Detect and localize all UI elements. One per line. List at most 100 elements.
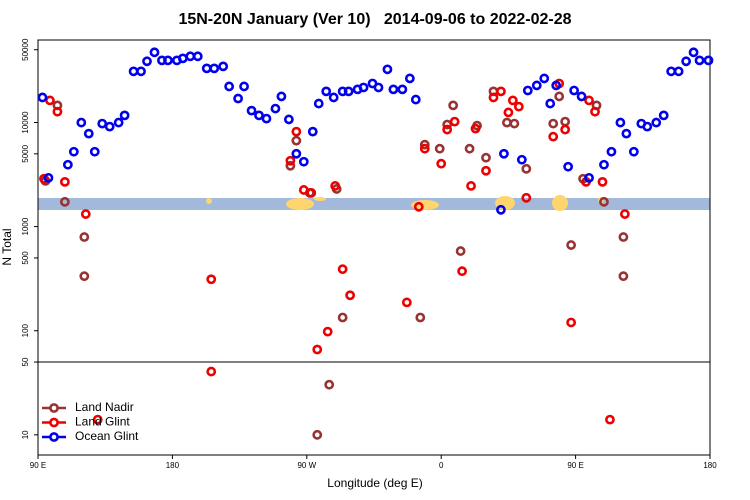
y-tick-label: 50 (21, 357, 30, 366)
y-axis-label: N Total (0, 228, 14, 265)
y-tick-label: 10 (21, 430, 30, 439)
point (307, 126, 318, 137)
point (481, 152, 491, 163)
x-tick-label: 0 (439, 461, 444, 470)
point (513, 101, 524, 112)
point (321, 86, 332, 97)
point (291, 126, 302, 137)
point (80, 209, 91, 219)
point (119, 110, 130, 121)
point (177, 53, 188, 64)
point (206, 366, 217, 377)
point (382, 64, 393, 75)
point (618, 232, 629, 242)
point (37, 92, 48, 103)
point (681, 56, 692, 67)
point (142, 56, 152, 67)
point (201, 63, 212, 74)
point (413, 201, 424, 212)
point (642, 121, 653, 132)
point (59, 196, 70, 207)
point (345, 290, 356, 301)
point (673, 66, 684, 77)
point (455, 246, 466, 256)
point (470, 123, 481, 134)
x-axis-label: Longitude (deg E) (327, 476, 422, 490)
point (560, 124, 571, 135)
point (79, 271, 90, 282)
point (615, 117, 626, 128)
point (619, 209, 630, 219)
point (330, 181, 341, 191)
point (551, 80, 562, 91)
point (149, 47, 160, 58)
point (312, 429, 323, 440)
point (312, 344, 323, 355)
point (569, 85, 580, 96)
point (560, 116, 571, 127)
point (419, 143, 430, 154)
plot-frame (37, 39, 711, 456)
point (52, 106, 63, 117)
legend-marker (49, 403, 59, 413)
legend-label: Land Glint (75, 415, 130, 429)
point (442, 124, 453, 135)
point (192, 51, 203, 62)
point (283, 114, 294, 125)
point (503, 107, 514, 118)
point (488, 92, 499, 103)
point (388, 84, 399, 95)
map-strip (38, 195, 710, 211)
point (209, 63, 220, 74)
point (545, 98, 556, 109)
point (548, 131, 559, 142)
x-tick-label: 90 W (297, 461, 316, 470)
point (621, 128, 632, 139)
point (481, 165, 491, 176)
point (206, 274, 217, 285)
point (499, 148, 509, 159)
point (703, 55, 714, 66)
point (597, 176, 608, 187)
point (291, 148, 302, 159)
point (496, 204, 506, 215)
chart-title: 15N-20N January (Ver 10) 2014-09-06 to 2… (178, 11, 571, 28)
point (401, 297, 412, 308)
point (92, 414, 103, 425)
point (89, 146, 100, 157)
point (539, 73, 550, 84)
point (337, 264, 348, 275)
point (59, 176, 70, 187)
point (276, 91, 287, 102)
point (507, 95, 518, 106)
legend-marker (49, 432, 59, 442)
point (449, 116, 460, 127)
x-tick-label: 90 E (30, 461, 46, 470)
point (62, 159, 73, 170)
point (651, 117, 662, 128)
x-tick-label: 180 (166, 461, 180, 470)
y-tick-label: 500 (21, 251, 30, 265)
point (79, 232, 90, 242)
point (576, 91, 587, 102)
point (548, 118, 559, 129)
point (285, 160, 296, 171)
point (628, 146, 639, 157)
point (466, 181, 476, 191)
point (410, 94, 421, 105)
point (584, 172, 594, 183)
point (358, 82, 369, 93)
point (618, 271, 629, 282)
point (313, 98, 324, 109)
point (531, 80, 542, 91)
point (584, 95, 594, 106)
point (285, 155, 296, 166)
point (522, 85, 533, 96)
point (448, 100, 459, 111)
point (343, 86, 354, 97)
point (218, 61, 229, 72)
legend-marker (49, 417, 59, 428)
legend-label: Land Nadir (75, 400, 134, 414)
point (373, 82, 384, 93)
point (590, 106, 600, 117)
